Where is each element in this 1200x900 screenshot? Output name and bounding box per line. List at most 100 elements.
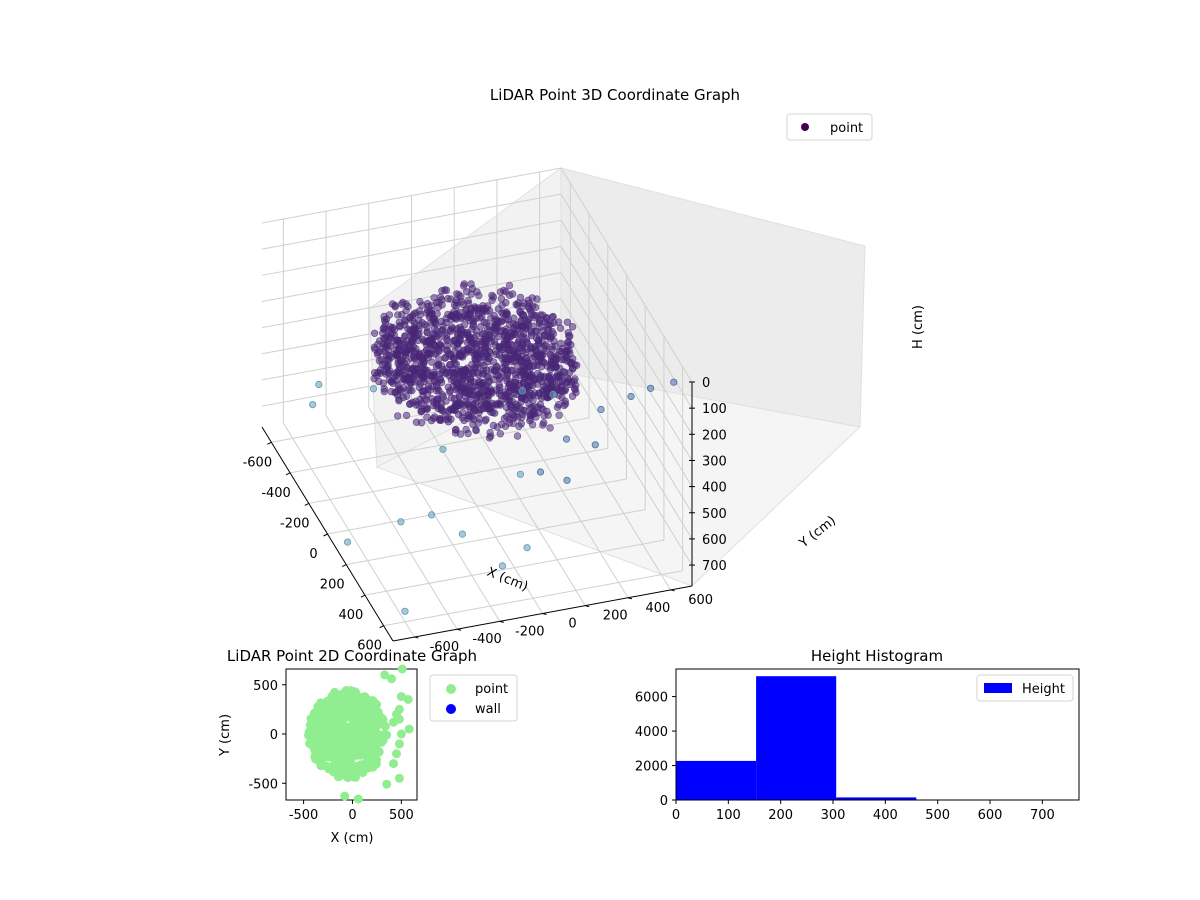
scatter-3d-points [309, 280, 678, 615]
point-3d-1188 [564, 375, 573, 384]
point-2d-444 [349, 719, 359, 729]
point-3d-1195 [529, 396, 537, 404]
outlier-2d-0 [403, 695, 413, 704]
point-3d-1332 [514, 299, 522, 307]
point-3d-1083 [442, 397, 450, 405]
point-3d-359 [556, 324, 565, 332]
point-2d-498 [365, 746, 375, 756]
y-2d-tick-label-2: 500 [253, 679, 278, 694]
x-2d-tick-label-1: 0 [348, 808, 356, 823]
outlier-2d-17 [392, 749, 401, 759]
hist-x-tick-label-4: 400 [873, 808, 898, 823]
point-3d-1353 [419, 335, 427, 343]
grid-3d-h-back-7 [560, 350, 693, 566]
point-3d-1392 [456, 430, 465, 438]
point-3d-1365 [504, 354, 512, 362]
point-3d-1086 [376, 347, 384, 356]
x-3d-tick-label-1: -400 [261, 486, 291, 501]
point-3d-1012 [472, 344, 481, 353]
point-2d-496 [331, 757, 341, 767]
legend-3d: point [786, 113, 873, 141]
point-3d-862 [529, 322, 537, 330]
point-3d-1271 [432, 320, 440, 328]
outlier-3d-20 [343, 538, 352, 546]
histogram-bar-0 [676, 760, 757, 800]
outlier-2d-7 [404, 724, 414, 734]
point-3d-1242 [435, 370, 444, 378]
point-3d-1349 [466, 390, 474, 399]
point-3d-1091 [568, 323, 577, 331]
outlier-3d-6 [563, 476, 571, 484]
outlier-2d-9 [394, 773, 404, 783]
point-3d-1044 [460, 416, 468, 425]
histogram-ticks: 0 100 200 300 400 500 600 700 0 2000 4000 6000 [635, 691, 1055, 823]
point-3d-1211 [519, 379, 528, 387]
point-2d-473 [315, 730, 325, 740]
point-3d-486 [402, 392, 411, 400]
point-3d-905 [550, 337, 558, 345]
point-3d-874 [550, 319, 558, 327]
point-3d-1391 [533, 380, 542, 388]
grid-3d-h-back-0 [560, 167, 693, 383]
hist-x-tick-label-1: 100 [716, 808, 741, 823]
grid-3d-y-floor-0 [282, 422, 415, 638]
grid-3d-h-back-4 [560, 272, 693, 487]
point-2d-455 [305, 720, 315, 730]
h-axis-3d-label: H (cm) [911, 305, 926, 349]
point-2d-483 [374, 718, 384, 728]
point-3d-989 [530, 353, 539, 361]
point-3d-1202 [460, 385, 468, 394]
grid-3d-h-back-6 [560, 324, 693, 540]
point-3d-1243 [481, 343, 490, 351]
chart-3d: LiDAR Point 3D Coordinate Graph -600 -400… [243, 86, 926, 655]
x-3d-tick-label-0: -600 [243, 455, 273, 470]
point-3d-1374 [466, 310, 474, 319]
point-3d-1185 [535, 317, 544, 326]
point-3d-1267 [548, 345, 556, 354]
y-3d-tick-0 [414, 636, 419, 639]
point-3d-1372 [416, 297, 424, 306]
point-3d-1318 [505, 346, 513, 355]
point-3d-573 [546, 424, 554, 432]
legend-2d-marker-point [446, 684, 456, 694]
point-3d-1342 [449, 405, 457, 414]
point-3d-1357 [511, 357, 519, 365]
outlier-3d-1 [646, 384, 655, 392]
outlier-3d-0 [670, 378, 678, 386]
point-3d-1116 [438, 287, 446, 295]
outlier-3d-16 [458, 530, 466, 538]
point-3d-511 [500, 414, 509, 423]
outlier-3d-18 [518, 387, 527, 395]
point-3d-941 [385, 311, 394, 319]
point-3d-1352 [411, 355, 419, 363]
outlier-2d-8 [394, 739, 404, 749]
point-2d-487 [360, 731, 370, 741]
grid-3d-h-back-3 [560, 246, 693, 461]
point-3d-473 [467, 280, 475, 288]
outlier-3d-4 [591, 441, 599, 449]
outlier-2d-5 [389, 717, 398, 727]
point-3d-747 [502, 315, 510, 324]
y-3d-tick-label-2: -200 [515, 624, 545, 639]
outlier-3d-12 [309, 400, 317, 409]
hist-x-tick-label-5: 500 [925, 808, 950, 823]
outlier-3d-5 [562, 435, 571, 443]
outlier-3d-15 [397, 518, 405, 526]
point-3d-1381 [446, 352, 455, 360]
point-3d-1299 [432, 362, 441, 371]
point-3d-1382 [537, 357, 546, 366]
point-3d-822 [460, 282, 468, 290]
point-3d-643 [553, 403, 562, 411]
point-3d-1303 [557, 355, 566, 364]
point-3d-1018 [435, 355, 443, 363]
point-2d-490 [341, 770, 351, 780]
y-3d-tick-4 [585, 605, 590, 608]
point-3d-1099 [484, 325, 492, 333]
point-3d-1371 [449, 374, 458, 382]
point-2d-442 [347, 707, 357, 717]
point-3d-1356 [514, 351, 522, 360]
h-3d-tick-label-2: 200 [702, 428, 727, 443]
point-3d-1328 [459, 367, 467, 375]
point-2d-439 [332, 709, 341, 719]
point-3d-1378 [503, 366, 512, 374]
